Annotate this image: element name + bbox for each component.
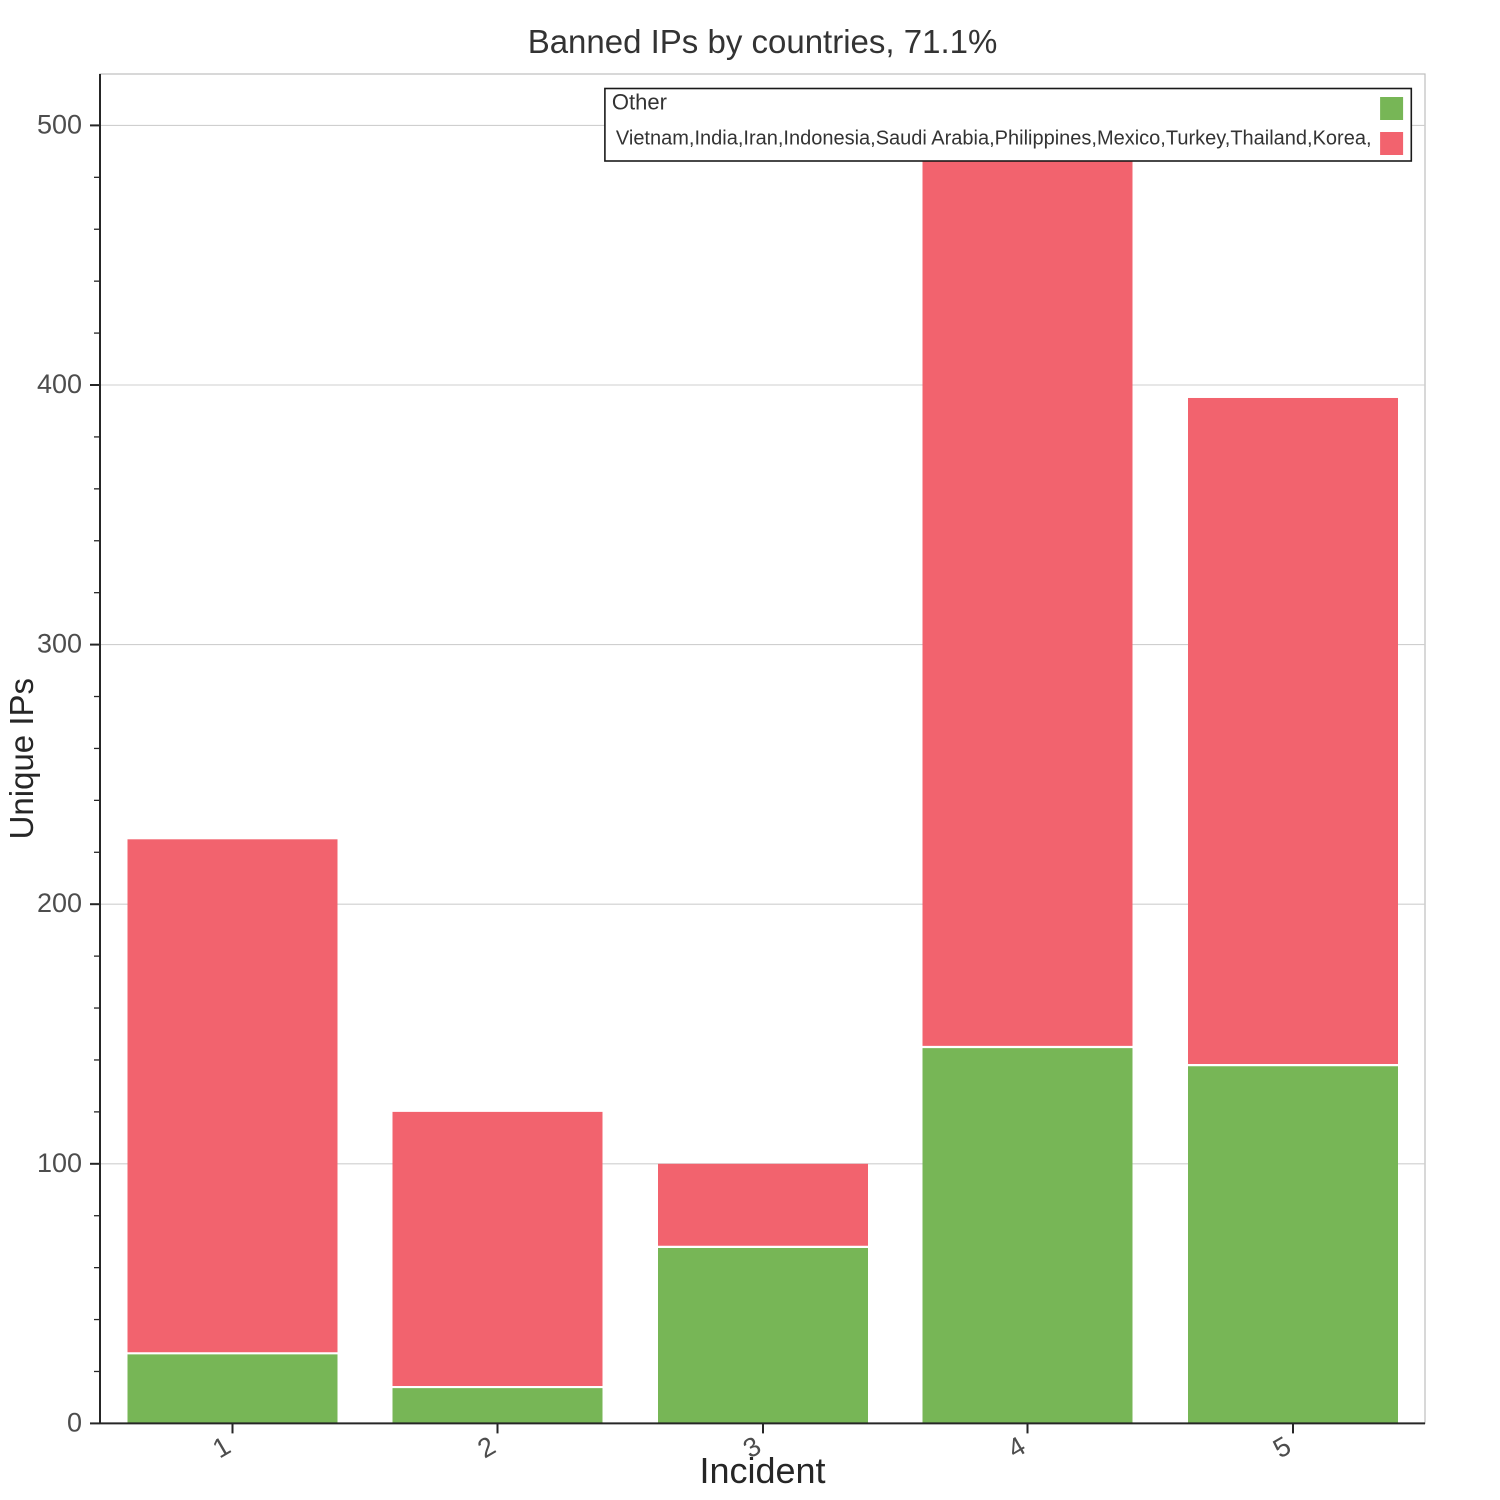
svg-text:Incident: Incident [699,1450,825,1491]
svg-text:300: 300 [37,629,82,659]
svg-text:500: 500 [37,109,82,139]
svg-text:400: 400 [37,369,82,399]
svg-text:100: 100 [37,1148,82,1178]
svg-text:Unique IPs: Unique IPs [3,678,40,839]
svg-text:Banned IPs by countries, 71.1%: Banned IPs by countries, 71.1% [528,23,998,60]
svg-text:200: 200 [37,888,82,918]
svg-text:Vietnam,India,Iran,Indonesia,S: Vietnam,India,Iran,Indonesia,Saudi Arabi… [616,128,1372,150]
svg-text:0: 0 [67,1407,82,1437]
svg-text:Other: Other [612,90,667,115]
